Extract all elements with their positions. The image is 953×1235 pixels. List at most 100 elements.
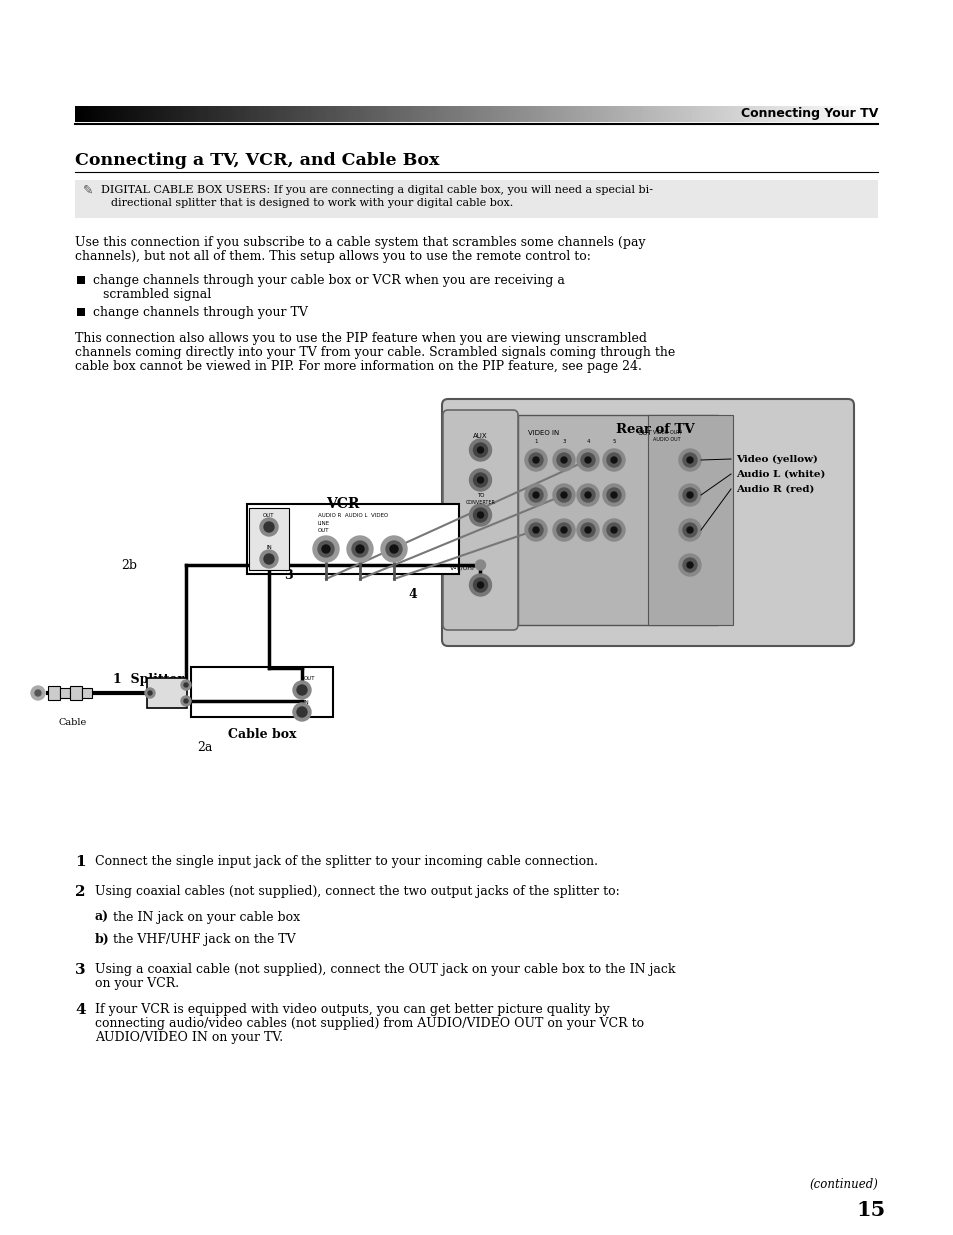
Circle shape <box>610 492 617 498</box>
Text: Rear of TV: Rear of TV <box>616 424 694 436</box>
Circle shape <box>557 522 571 537</box>
Text: TO: TO <box>476 493 484 498</box>
FancyBboxPatch shape <box>70 685 82 700</box>
FancyBboxPatch shape <box>647 415 732 625</box>
Circle shape <box>293 703 311 721</box>
Text: DIGITAL CABLE BOX USERS: If you are connecting a digital cable box, you will nee: DIGITAL CABLE BOX USERS: If you are conn… <box>101 185 652 195</box>
Circle shape <box>313 536 338 562</box>
Circle shape <box>686 527 692 534</box>
Circle shape <box>477 447 483 453</box>
Circle shape <box>184 683 188 687</box>
Circle shape <box>181 697 191 706</box>
Text: Audio L (white): Audio L (white) <box>735 471 824 479</box>
Circle shape <box>475 559 485 571</box>
FancyBboxPatch shape <box>60 688 70 698</box>
Text: 4: 4 <box>75 1003 86 1016</box>
Circle shape <box>584 527 590 534</box>
Text: Video (yellow): Video (yellow) <box>735 454 817 464</box>
Circle shape <box>469 469 491 492</box>
Text: b): b) <box>95 932 110 946</box>
Circle shape <box>477 582 483 588</box>
Circle shape <box>355 545 364 553</box>
Circle shape <box>184 699 188 703</box>
Text: LINE: LINE <box>317 521 330 526</box>
Text: VIDEO IN: VIDEO IN <box>527 430 558 436</box>
Circle shape <box>524 450 546 471</box>
Text: Cable: Cable <box>59 718 87 727</box>
Text: Connect the single input jack of the splitter to your incoming cable connection.: Connect the single input jack of the spl… <box>95 855 598 868</box>
Text: Cable box: Cable box <box>228 727 296 741</box>
Circle shape <box>602 450 624 471</box>
Circle shape <box>682 558 697 572</box>
Circle shape <box>553 484 575 506</box>
Text: the VHF/UHF jack on the TV: the VHF/UHF jack on the TV <box>112 932 295 946</box>
Circle shape <box>610 527 617 534</box>
Circle shape <box>477 513 483 517</box>
Circle shape <box>473 473 487 487</box>
Text: AUDIO OUT: AUDIO OUT <box>652 437 679 442</box>
Text: Using a coaxial cable (not supplied), connect the OUT jack on your cable box to : Using a coaxial cable (not supplied), co… <box>95 963 675 976</box>
FancyBboxPatch shape <box>82 688 91 698</box>
Circle shape <box>580 522 595 537</box>
Text: 3: 3 <box>75 963 86 977</box>
Text: CONVERTER: CONVERTER <box>465 500 495 505</box>
Text: AUDIO R  AUDIO L  VIDEO: AUDIO R AUDIO L VIDEO <box>317 513 388 517</box>
Circle shape <box>533 457 538 463</box>
Circle shape <box>557 488 571 501</box>
Circle shape <box>682 522 697 537</box>
Text: VIDEO OUT/: VIDEO OUT/ <box>652 430 681 435</box>
Circle shape <box>529 522 542 537</box>
Circle shape <box>347 536 373 562</box>
Circle shape <box>293 680 311 699</box>
Circle shape <box>469 438 491 461</box>
Circle shape <box>35 690 41 697</box>
Text: 15: 15 <box>856 1200 885 1220</box>
Circle shape <box>380 536 407 562</box>
Circle shape <box>602 519 624 541</box>
Circle shape <box>679 519 700 541</box>
Circle shape <box>352 541 368 557</box>
Text: 1  Splitter: 1 Splitter <box>112 673 184 685</box>
Text: If your VCR is equipped with video outputs, you can get better picture quality b: If your VCR is equipped with video outpu… <box>95 1003 609 1016</box>
Circle shape <box>553 450 575 471</box>
Circle shape <box>260 517 277 536</box>
Text: OUT: OUT <box>263 513 274 517</box>
Text: channels), but not all of them. This setup allows you to use the remote control : channels), but not all of them. This set… <box>75 249 590 263</box>
Circle shape <box>296 706 307 718</box>
FancyBboxPatch shape <box>48 685 60 700</box>
Text: the IN jack on your cable box: the IN jack on your cable box <box>112 911 300 924</box>
Circle shape <box>533 527 538 534</box>
Circle shape <box>557 453 571 467</box>
Circle shape <box>469 504 491 526</box>
Text: channels coming directly into your TV from your cable. Scrambled signals coming : channels coming directly into your TV fr… <box>75 346 675 359</box>
Circle shape <box>560 457 566 463</box>
FancyBboxPatch shape <box>191 667 333 718</box>
Circle shape <box>686 562 692 568</box>
Circle shape <box>679 484 700 506</box>
Circle shape <box>553 519 575 541</box>
Circle shape <box>390 545 397 553</box>
Text: Connecting a TV, VCR, and Cable Box: Connecting a TV, VCR, and Cable Box <box>75 152 439 169</box>
Circle shape <box>148 692 152 695</box>
Circle shape <box>606 453 620 467</box>
Circle shape <box>577 519 598 541</box>
Circle shape <box>606 522 620 537</box>
Text: OUT: OUT <box>638 430 652 436</box>
Text: ✎: ✎ <box>83 184 93 198</box>
Circle shape <box>473 578 487 592</box>
Circle shape <box>473 508 487 522</box>
Circle shape <box>686 492 692 498</box>
Text: IN: IN <box>266 545 272 550</box>
Text: 2a: 2a <box>196 741 213 755</box>
Circle shape <box>679 555 700 576</box>
Text: 5: 5 <box>612 438 615 445</box>
Circle shape <box>682 488 697 501</box>
Text: 3: 3 <box>284 569 293 582</box>
Text: change channels through your cable box or VCR when you are receiving a: change channels through your cable box o… <box>92 274 564 287</box>
Circle shape <box>473 443 487 457</box>
Text: Use this connection if you subscribe to a cable system that scrambles some chann: Use this connection if you subscribe to … <box>75 236 645 249</box>
Circle shape <box>606 488 620 501</box>
Text: OUT: OUT <box>317 529 329 534</box>
FancyBboxPatch shape <box>77 275 85 284</box>
Text: Audio R (red): Audio R (red) <box>735 485 814 494</box>
